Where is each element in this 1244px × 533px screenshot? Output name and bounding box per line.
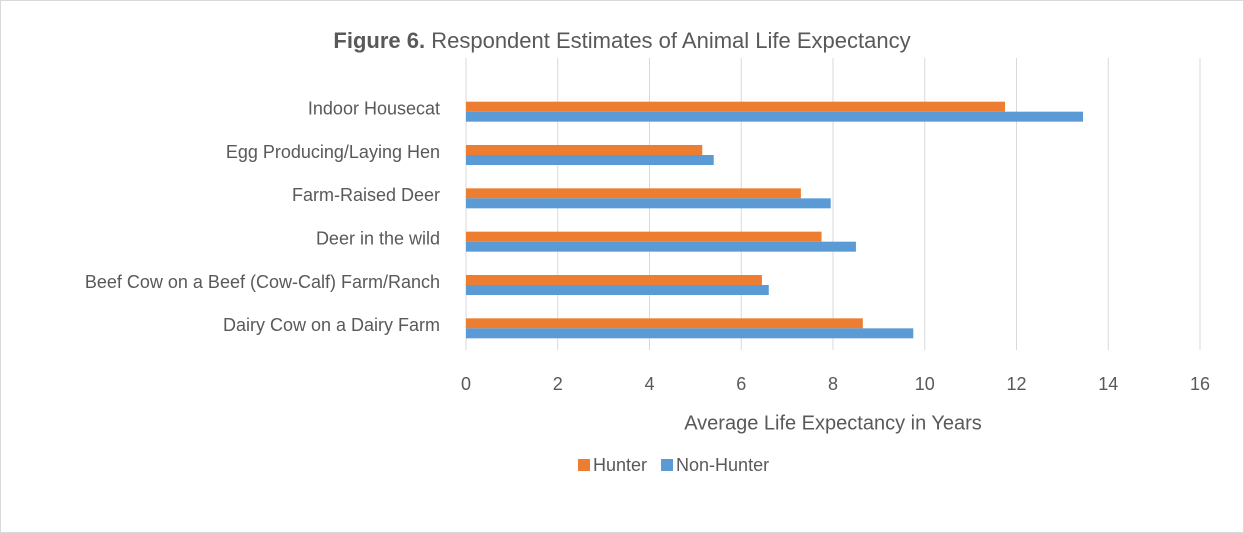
y-tick-label: Farm-Raised Deer — [292, 185, 440, 205]
legend-label: Non-Hunter — [676, 455, 769, 475]
bar — [466, 111, 1084, 122]
bar — [466, 231, 822, 242]
chart-title-group: Figure 6. Respondent Estimates of Animal… — [333, 28, 910, 53]
bar — [466, 318, 863, 329]
bar — [466, 155, 714, 165]
x-tick-label: 6 — [736, 374, 746, 394]
x-tick-label: 16 — [1190, 374, 1210, 394]
x-tick-label: 0 — [461, 374, 471, 394]
y-tick-label: Beef Cow on a Beef (Cow-Calf) Farm/Ranch — [85, 272, 440, 292]
bar — [466, 145, 703, 155]
y-tick-label: Egg Producing/Laying Hen — [226, 142, 440, 162]
y-tick-label: Dairy Cow on a Dairy Farm — [223, 315, 440, 335]
y-tick-label: Deer in the wild — [316, 228, 440, 248]
bar — [466, 328, 914, 339]
x-tick-label: 14 — [1098, 374, 1118, 394]
chart-title: Respondent Estimates of Animal Life Expe… — [431, 28, 910, 53]
legend-swatch — [661, 459, 674, 471]
figure-label: Figure 6. — [333, 28, 425, 53]
x-tick-label: 8 — [828, 374, 838, 394]
x-tick-label: 4 — [644, 374, 654, 394]
bar — [466, 188, 801, 199]
bar — [466, 101, 1006, 112]
legend-swatch — [578, 459, 590, 471]
legend-label: Hunter — [593, 455, 647, 475]
bar — [466, 198, 831, 209]
bar — [466, 285, 769, 295]
x-tick-label: 12 — [1006, 374, 1026, 394]
bar — [466, 275, 762, 285]
bar — [466, 241, 856, 252]
x-tick-label: 10 — [915, 374, 935, 394]
x-tick-label: 2 — [553, 374, 563, 394]
x-axis-title: Average Life Expectancy in Years — [684, 412, 982, 434]
y-tick-label: Indoor Housecat — [308, 98, 440, 118]
